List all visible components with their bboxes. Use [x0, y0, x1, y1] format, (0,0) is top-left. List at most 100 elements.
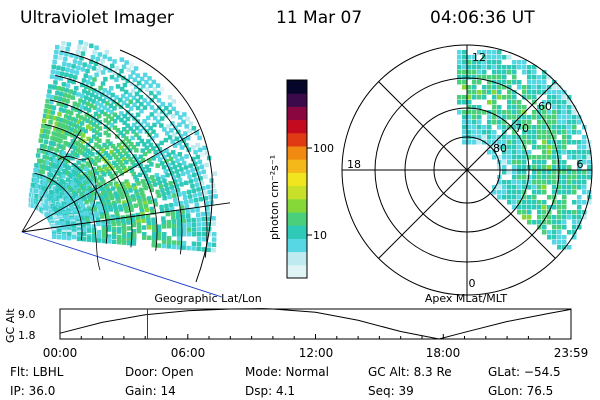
emission-pixel	[522, 170, 527, 175]
emission-pixel	[121, 223, 127, 229]
emission-pixel	[472, 105, 477, 110]
emission-pixel	[467, 65, 472, 70]
emission-pixel	[46, 177, 52, 182]
emission-pixel	[181, 138, 187, 143]
emission-pixel	[188, 121, 194, 126]
emission-pixel	[557, 175, 562, 180]
emission-pixel	[63, 124, 69, 130]
emission-pixel	[497, 120, 502, 125]
emission-pixel	[52, 59, 57, 65]
emission-pixel	[502, 95, 507, 100]
emission-pixel	[161, 192, 166, 197]
emission-pixel	[527, 130, 532, 135]
emission-pixel	[67, 210, 72, 215]
emission-pixel	[86, 228, 92, 233]
emission-pixel	[537, 130, 542, 135]
emission-pixel	[537, 170, 542, 175]
emission-pixel	[147, 196, 152, 201]
emission-pixel	[45, 160, 50, 166]
time-tick-12: 12:00	[299, 346, 334, 360]
emission-pixel	[151, 156, 156, 161]
emission-pixel	[193, 177, 199, 183]
emission-pixel	[121, 133, 126, 138]
longitude-line	[21, 202, 231, 233]
emission-pixel	[121, 237, 127, 243]
emission-pixel	[542, 110, 547, 115]
emission-pixel	[502, 110, 507, 115]
observation-time: 04:06:36 UT	[430, 8, 535, 28]
emission-pixel	[146, 101, 151, 107]
emission-pixel	[572, 215, 577, 220]
emission-pixel	[65, 220, 71, 226]
emission-pixel	[111, 239, 117, 244]
emission-pixel	[91, 116, 96, 121]
emission-pixel	[547, 145, 552, 150]
emission-pixel	[587, 200, 592, 205]
emission-pixel	[149, 187, 154, 193]
emission-pixel	[115, 184, 120, 189]
emission-pixel	[145, 115, 151, 121]
emission-pixel	[144, 80, 149, 85]
emission-pixel	[119, 192, 124, 197]
emission-pixel	[517, 80, 522, 85]
emission-pixel	[175, 158, 180, 163]
emission-pixel	[552, 95, 557, 100]
polar-image-panel: 12 18 6 0 60 70 80 Apex MLat/MLT	[341, 44, 593, 305]
emission-pixel	[562, 240, 567, 245]
emission-pixel	[572, 140, 577, 145]
emission-pixel	[205, 206, 210, 211]
emission-pixel	[48, 104, 53, 110]
emission-pixel	[537, 205, 542, 210]
emission-pixel	[522, 145, 527, 150]
emission-pixel	[562, 125, 567, 130]
emission-pixel	[86, 90, 91, 96]
emission-pixel	[203, 196, 208, 201]
emission-pixel	[492, 190, 497, 195]
emission-pixel	[177, 140, 182, 146]
emission-pixel	[134, 148, 139, 153]
emission-pixel	[522, 215, 527, 220]
emission-pixel	[482, 95, 487, 100]
emission-pixel	[204, 201, 209, 206]
emission-pixel	[522, 140, 527, 145]
emission-pixel	[73, 134, 78, 139]
emission-pixel	[179, 145, 185, 150]
emission-pixel	[517, 145, 522, 150]
emission-pixel	[467, 60, 472, 65]
emission-pixel	[512, 90, 517, 95]
emission-pixel	[61, 235, 67, 240]
emission-pixel	[492, 115, 497, 120]
gc-altitude-status: GC Alt: 8.3 Re	[368, 365, 452, 379]
emission-pixel	[42, 113, 48, 119]
emission-pixel	[178, 134, 184, 139]
emission-pixel	[492, 100, 497, 105]
emission-pixel	[177, 162, 182, 168]
emission-pixel	[201, 216, 206, 222]
emission-pixel	[537, 80, 542, 85]
emission-pixel	[537, 160, 542, 165]
emission-pixel	[154, 173, 159, 178]
emission-pixel	[542, 165, 547, 170]
emission-pixel	[572, 210, 577, 215]
emission-pixel	[462, 80, 467, 85]
emission-pixel	[195, 142, 200, 148]
emission-pixel	[65, 98, 70, 104]
emission-pixel	[547, 100, 552, 105]
emission-pixel	[127, 232, 132, 237]
emission-pixel	[59, 117, 64, 123]
emission-pixel	[512, 165, 517, 170]
emission-pixel	[135, 216, 141, 221]
emission-pixel	[77, 125, 83, 131]
emission-pixel	[522, 205, 527, 210]
emission-pixel	[177, 152, 183, 157]
emission-pixel	[94, 213, 100, 218]
emission-pixel	[160, 101, 165, 107]
emission-pixel	[135, 192, 140, 197]
emission-pixel	[65, 177, 71, 182]
emission-pixel	[159, 161, 165, 166]
emission-pixel	[462, 55, 467, 60]
emission-pixel	[209, 178, 214, 183]
emission-pixel	[142, 142, 147, 147]
emission-pixel	[161, 216, 166, 221]
latitude-arc	[39, 148, 108, 244]
